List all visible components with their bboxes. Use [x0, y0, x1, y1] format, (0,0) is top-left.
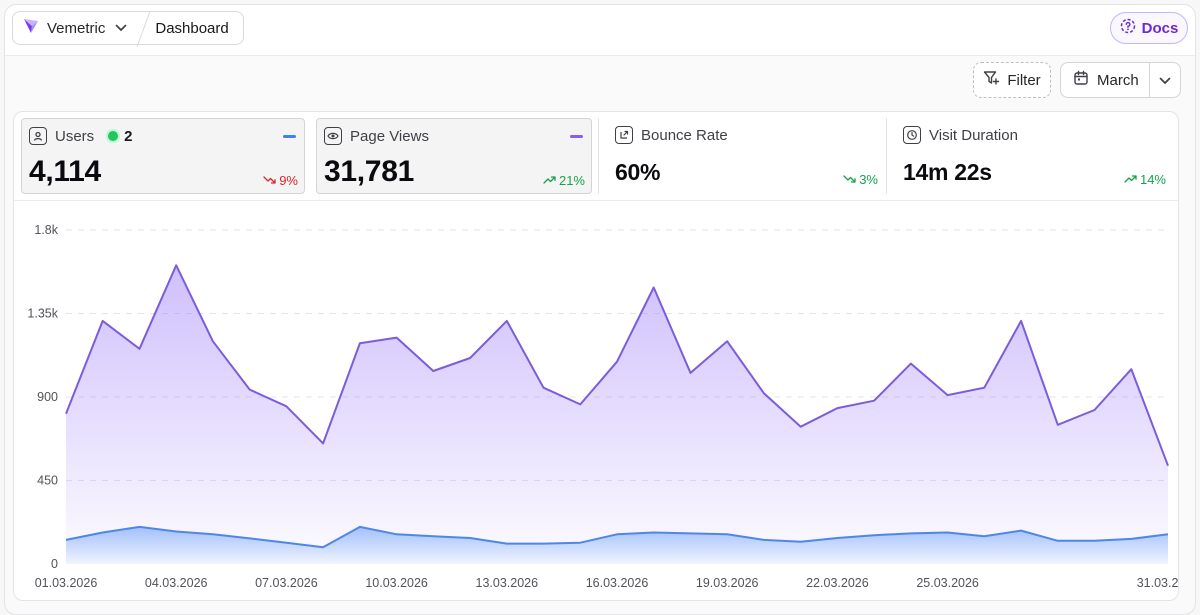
kpi-label: Users: [55, 127, 95, 145]
date-range-dropdown-toggle[interactable]: [1150, 63, 1180, 97]
kpi-label: Page Views: [350, 127, 429, 145]
date-range-button[interactable]: March: [1061, 63, 1149, 97]
filter-label: Filter: [1007, 71, 1041, 89]
trend-down-icon: [843, 172, 857, 187]
date-range-label: March: [1097, 71, 1139, 89]
filter-button[interactable]: Filter: [973, 62, 1051, 98]
series-color-swatch: [283, 135, 296, 138]
breadcrumb: Vemetric Dashboard: [12, 11, 244, 45]
trend-down-icon: [263, 173, 277, 188]
x-tick-label: 07.03.2026: [255, 576, 318, 590]
chevron-down-icon: [1159, 72, 1171, 89]
kpi-label: Bounce Rate: [641, 126, 728, 144]
live-users-indicator: 2: [108, 127, 133, 145]
x-tick-label: 10.03.2026: [365, 576, 428, 590]
page-title[interactable]: Dashboard: [155, 19, 229, 37]
y-tick-label: 1.8k: [34, 223, 58, 237]
kpi-row: Users 2 4,114 9% Page Views: [14, 112, 1178, 201]
bounce-icon: [615, 126, 633, 144]
kpi-change-value: 14%: [1139, 172, 1166, 187]
x-tick-label: 16.03.2026: [586, 576, 649, 590]
page-views-line: [65, 264, 1169, 467]
kpi-card-page-views[interactable]: Page Views 31,781 21%: [316, 118, 592, 194]
date-range-picker[interactable]: March: [1060, 62, 1181, 98]
kpi-card-visit-duration[interactable]: Visit Duration 14m 22s 14%: [896, 118, 1172, 194]
x-tick-label: 25.03.2026: [916, 576, 979, 590]
filter-add-icon: [983, 70, 1000, 90]
area-chart[interactable]: 0 450 900 1.35k 1.8k 01.03.2026 04.03.2026 07.0…: [14, 200, 1179, 600]
kpi-divider: [886, 118, 887, 194]
kpi-change: 21%: [543, 173, 585, 188]
kpi-value: 14m 22s: [903, 159, 992, 185]
chevron-down-icon: [115, 21, 127, 35]
clock-icon: [903, 126, 921, 144]
kpi-card-bounce-rate[interactable]: Bounce Rate 60% 3%: [608, 118, 884, 194]
kpi-change: 9%: [263, 173, 298, 188]
live-users-count: 2: [124, 127, 133, 145]
kpi-change-value: 9%: [279, 173, 298, 188]
kpi-change: 3%: [843, 172, 878, 187]
kpi-change-value: 3%: [859, 172, 878, 187]
x-tick-label: 31.03.2026: [1137, 576, 1179, 590]
project-name: Vemetric: [47, 19, 106, 37]
trend-up-icon: [543, 173, 557, 188]
analytics-panel: Users 2 4,114 9% Page Views: [13, 111, 1179, 601]
y-tick-label: 450: [37, 474, 58, 488]
help-circle-icon: [1120, 18, 1136, 38]
user-icon: [29, 127, 47, 145]
project-switcher[interactable]: Vemetric: [13, 12, 137, 44]
x-tick-label: 22.03.2026: [806, 576, 869, 590]
breadcrumb-separator: [137, 12, 151, 44]
kpi-change: 14%: [1124, 172, 1166, 187]
users-area: [66, 526, 1168, 564]
y-tick-label: 900: [37, 390, 58, 404]
y-tick-label: 0: [51, 557, 58, 571]
eye-icon: [324, 127, 342, 145]
y-tick-label: 1.35k: [27, 307, 58, 321]
series-color-swatch: [570, 135, 583, 138]
kpi-label: Visit Duration: [929, 126, 1018, 144]
kpi-value: 4,114: [29, 155, 101, 188]
kpi-value: 60%: [615, 159, 661, 185]
kpi-value: 31,781: [324, 155, 414, 188]
kpi-change-value: 21%: [558, 173, 585, 188]
kpi-divider: [598, 118, 599, 194]
docs-button[interactable]: Docs: [1110, 12, 1188, 44]
date-range-divider: [1149, 63, 1150, 97]
users-line: [65, 525, 1169, 549]
kpi-card-users[interactable]: Users 2 4,114 9%: [21, 118, 305, 194]
calendar-icon: [1073, 70, 1089, 90]
vemetric-logo-icon: [23, 17, 39, 40]
x-tick-label: 01.03.2026: [35, 576, 98, 590]
trend-up-icon: [1124, 172, 1138, 187]
live-dot-icon: [108, 131, 119, 141]
x-tick-label: 13.03.2026: [476, 576, 539, 590]
x-tick-label: 04.03.2026: [145, 576, 208, 590]
top-bar: Vemetric Dashboard Docs: [5, 5, 1195, 56]
docs-label: Docs: [1141, 19, 1179, 37]
x-tick-label: 19.03.2026: [696, 576, 759, 590]
page-views-area: [66, 265, 1168, 564]
